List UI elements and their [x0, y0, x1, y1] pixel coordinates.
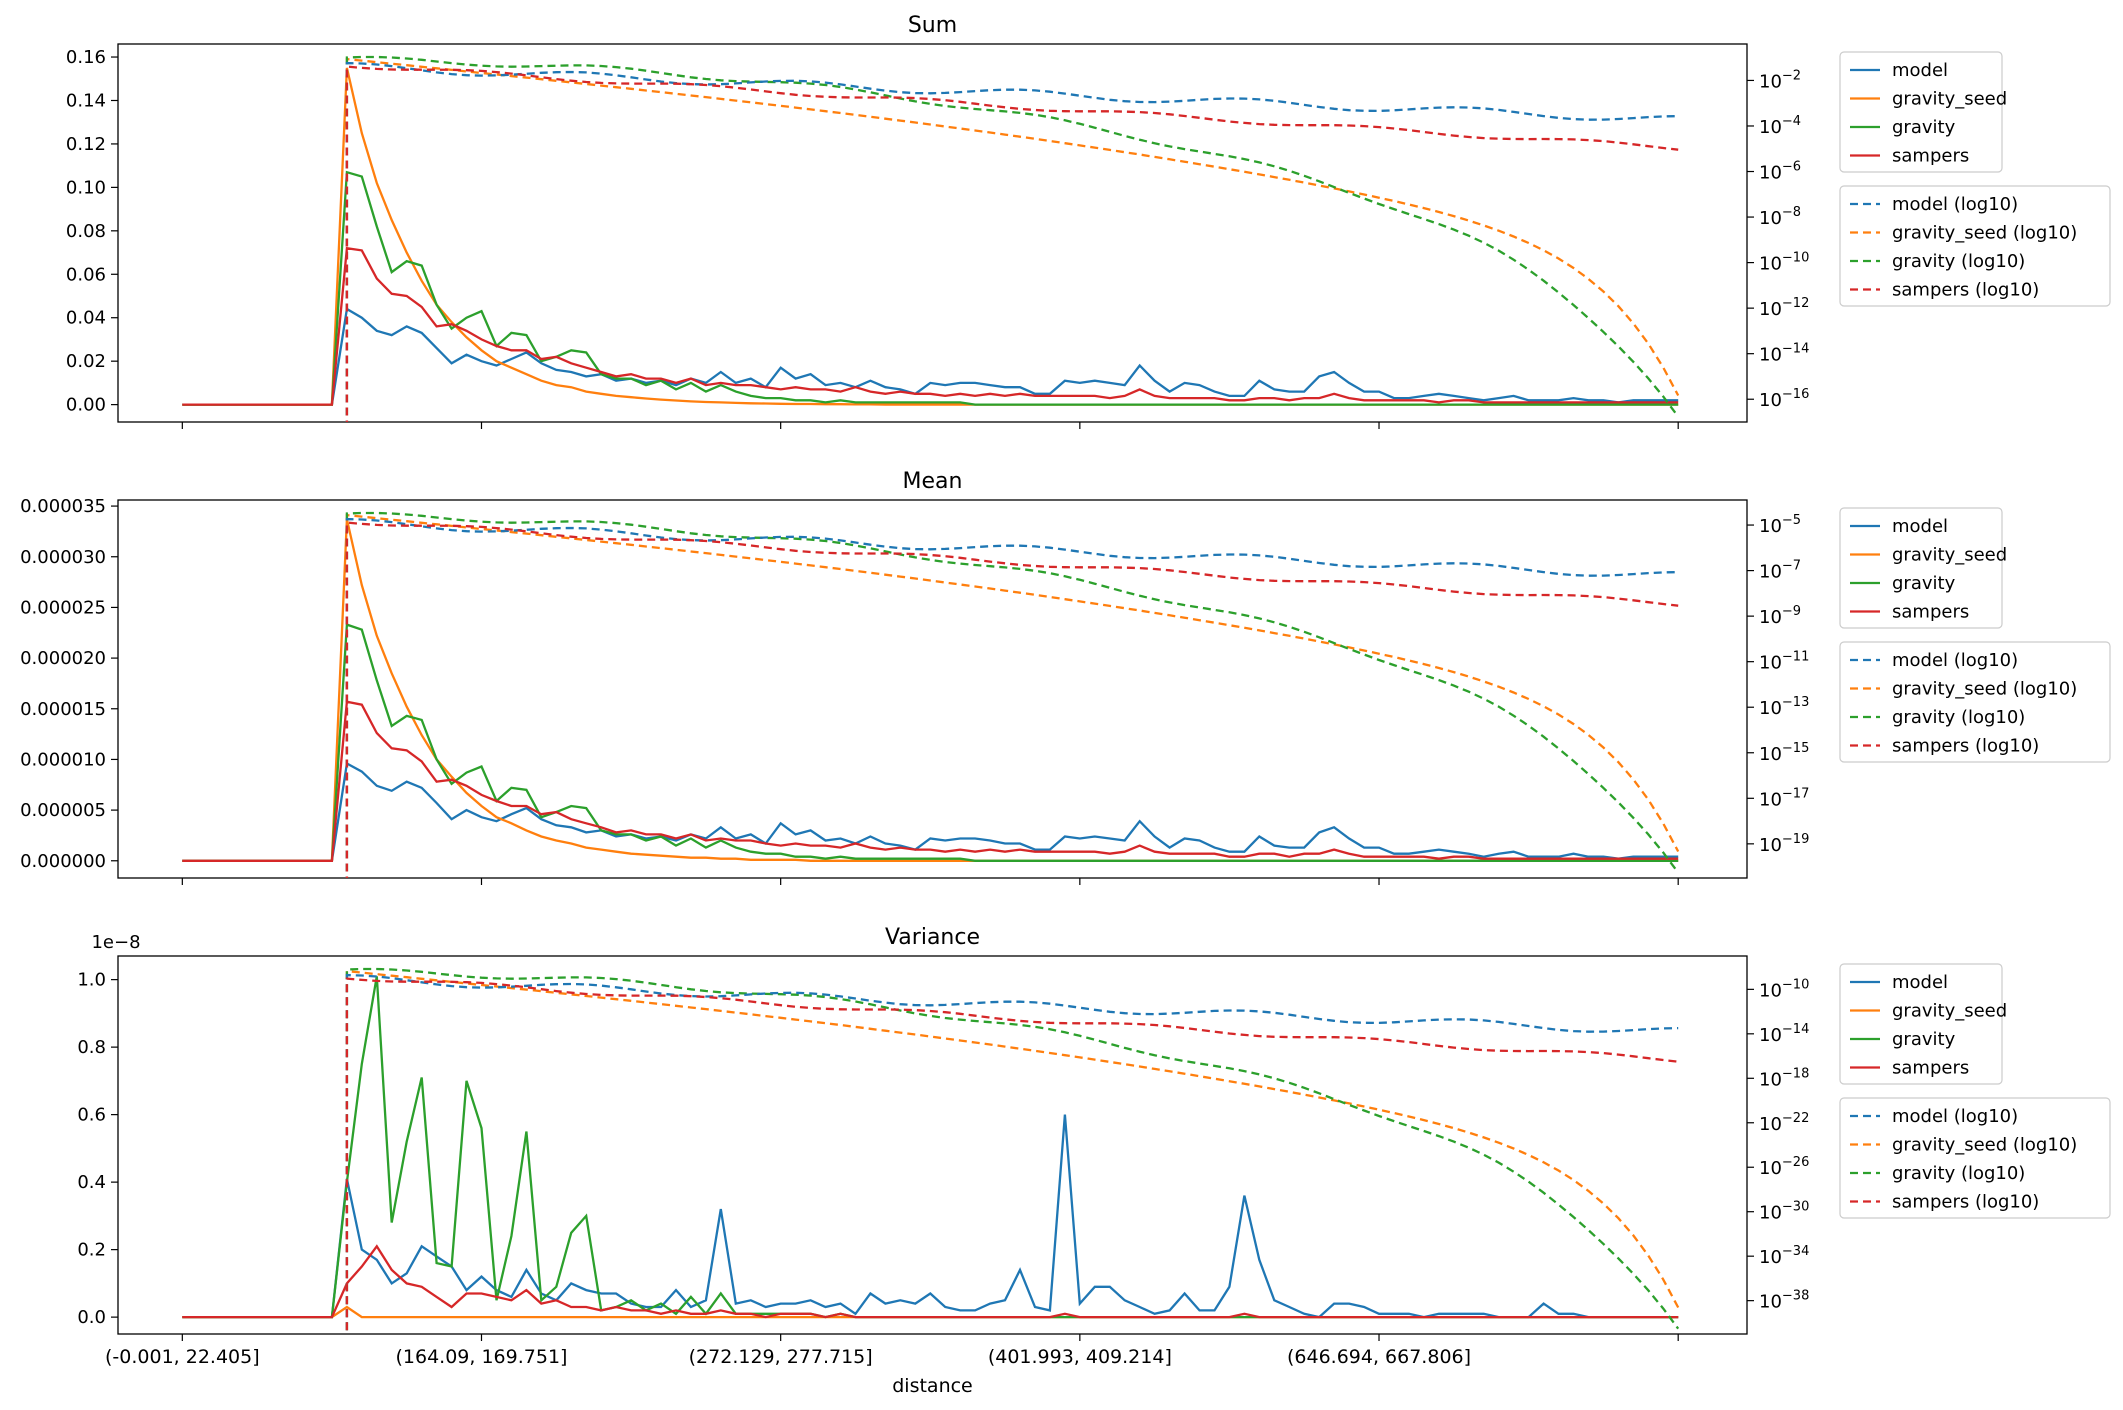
series-log-line-model — [345, 61, 1679, 422]
legend-label: sampers — [1892, 602, 1969, 623]
legend-label: gravity_seed — [1892, 545, 2007, 566]
chart-panel-mean: Mean 0.000000 0.000005 0.000010 0.000015 0.00… — [20, 469, 2111, 885]
y-tick-label: 1.0 — [77, 970, 106, 991]
legend-box — [1839, 51, 2003, 173]
legend-label: gravity — [1892, 573, 1956, 594]
x-tick-label: (646.694, 667.806] — [1287, 1346, 1471, 1368]
series-log-line-model — [345, 517, 1679, 878]
series-log-line-gravity_seed — [345, 513, 1680, 878]
legend-label: gravity_seed (log10) — [1892, 1135, 2077, 1156]
series-log-line-gravity_seed — [345, 57, 1680, 422]
legend-label: model (log10) — [1892, 194, 2018, 215]
series-line-model — [182, 307, 1679, 406]
legend-label: gravity_seed (log10) — [1892, 223, 2077, 244]
legend-label: gravity — [1892, 1029, 1956, 1050]
legend-label: gravity_seed — [1892, 89, 2007, 110]
chart-panel-sum: Sum 0.00 0.02 0.04 0.06 0.08 0.10 0.12 0.14 0.16 1… — [66, 13, 2111, 429]
chart-title: Variance — [885, 925, 980, 950]
legend-log: model (log10) gravity_seed (log10) gravity… — [1839, 641, 2111, 763]
chart-title: Sum — [908, 13, 957, 38]
y-tick-label: 0.00 — [66, 395, 106, 416]
legend-label: sampers — [1892, 1058, 1969, 1079]
series-line-gravity — [182, 623, 1679, 862]
y-tick-label: 0.000005 — [20, 800, 106, 821]
legend-label: model — [1892, 972, 1948, 993]
y-tick-label: 0.000000 — [20, 851, 106, 872]
y-tick-label: 0.14 — [66, 90, 106, 111]
chart-title: Mean — [903, 469, 963, 494]
y-tick-label: 0.02 — [66, 351, 106, 372]
series-log-line-sampers — [345, 977, 1679, 1334]
y-tick-label: 0.12 — [66, 134, 106, 155]
legend-label: gravity (log10) — [1892, 251, 2025, 272]
shared-x-axis: (-0.001, 22.405] (164.09, 169.751] (272.… — [105, 1346, 1471, 1397]
legend-label: sampers (log10) — [1892, 280, 2039, 301]
y-tick-label: 0.04 — [66, 308, 106, 329]
legend-box — [1839, 185, 2111, 307]
y-tick-label: 0.2 — [77, 1240, 106, 1261]
legend-box — [1839, 963, 2003, 1085]
legend-label: gravity — [1892, 117, 1956, 138]
x-tick-label: (-0.001, 22.405] — [105, 1346, 260, 1368]
series-log-line-gravity — [345, 55, 1680, 422]
plot-frame — [117, 43, 1748, 423]
y-tick-label: 0.000035 — [20, 496, 106, 517]
legend-label: sampers (log10) — [1892, 1192, 2039, 1213]
legend-label: model — [1892, 516, 1948, 537]
legend-box — [1839, 507, 2003, 629]
series-line-model — [182, 761, 1679, 862]
series-log-line-sampers — [345, 521, 1679, 878]
y-tick-label: 0.10 — [66, 177, 106, 198]
legend-box — [1839, 641, 2111, 763]
legend-label: gravity (log10) — [1892, 1163, 2025, 1184]
y-tick-label: 0.4 — [77, 1172, 106, 1193]
legend-log: model (log10) gravity_seed (log10) gravity… — [1839, 185, 2111, 307]
y-tick-label: 0.6 — [77, 1105, 106, 1126]
plot-frame — [117, 955, 1748, 1335]
legend-label: sampers (log10) — [1892, 736, 2039, 757]
series-line-gravity — [182, 170, 1679, 406]
legend-label: sampers — [1892, 146, 1969, 167]
plot-frame — [117, 499, 1748, 879]
legend-label: model — [1892, 60, 1948, 81]
y-tick-label: 0.06 — [66, 264, 106, 285]
series-line-sampers — [182, 700, 1679, 862]
x-tick-label: (164.09, 169.751] — [396, 1346, 568, 1368]
y-tick-label: 0.000030 — [20, 547, 106, 568]
series-log-line-gravity — [345, 511, 1680, 878]
series-log-line-gravity — [345, 967, 1680, 1334]
y-tick-label: 0.8 — [77, 1037, 106, 1058]
series-line-sampers — [182, 246, 1679, 406]
y-tick-label: 0.000010 — [20, 749, 106, 770]
y-tick-label: 0.16 — [66, 47, 106, 68]
x-axis-label: distance — [892, 1375, 973, 1397]
legend-label: gravity (log10) — [1892, 707, 2025, 728]
legend-box — [1839, 1097, 2111, 1219]
legend-label: model (log10) — [1892, 650, 2018, 671]
log-y-tick-label: 10−2 — [1759, 68, 1801, 92]
y-tick-label: 0.0 — [77, 1307, 106, 1328]
x-tick-label: (401.993, 409.214] — [988, 1346, 1172, 1368]
x-tick-label: (272.129, 277.715] — [689, 1346, 873, 1368]
y-tick-label: 0.000015 — [20, 699, 106, 720]
y-tick-label: 0.000025 — [20, 597, 106, 618]
y-tick-label: 0.000020 — [20, 648, 106, 669]
series-log-line-gravity_seed — [345, 969, 1680, 1334]
legend-label: gravity_seed (log10) — [1892, 679, 2077, 700]
series-log-line-model — [345, 973, 1679, 1334]
series-line-sampers — [182, 1244, 1679, 1319]
legend-label: gravity_seed — [1892, 1001, 2007, 1022]
y-offset-label: 1e−8 — [91, 932, 140, 953]
legend-label: model (log10) — [1892, 1106, 2018, 1127]
legend-log: model (log10) gravity_seed (log10) gravity… — [1839, 1097, 2111, 1219]
series-log-line-sampers — [345, 65, 1679, 422]
y-tick-label: 0.08 — [66, 221, 106, 242]
